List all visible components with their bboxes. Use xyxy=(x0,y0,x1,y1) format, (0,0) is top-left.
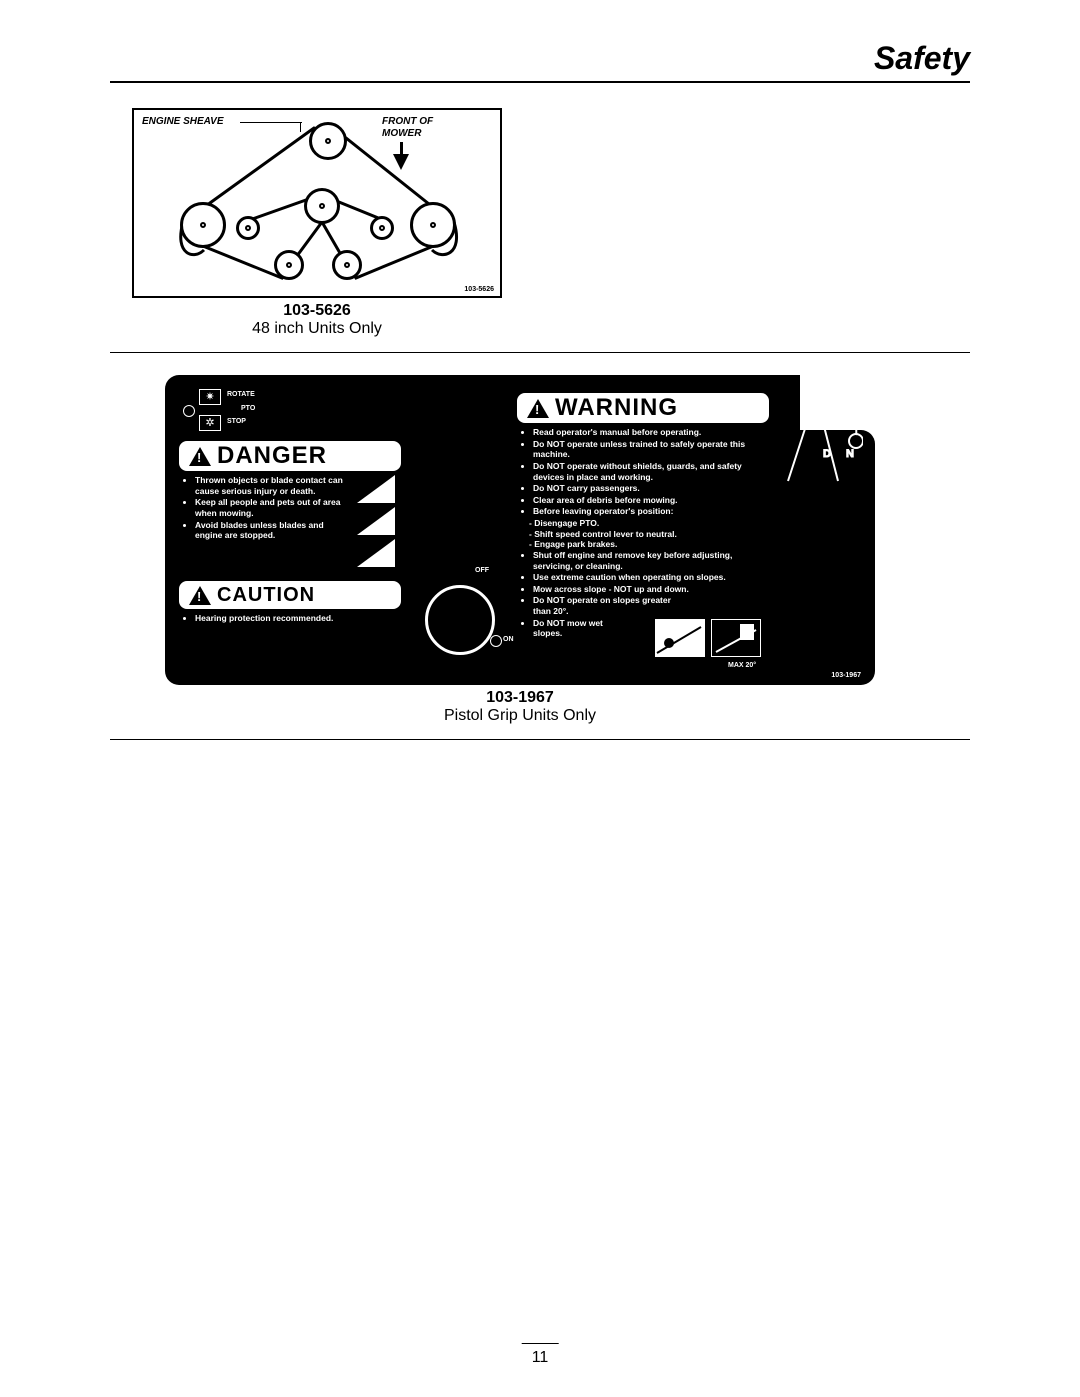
warning-sub: Disengage PTO. xyxy=(529,518,768,529)
page-number: 11 xyxy=(532,1349,549,1367)
separator xyxy=(110,352,970,353)
pulley-bottom-r xyxy=(332,250,362,280)
figure2-caption: 103-1967 Pistol Grip Units Only xyxy=(165,689,875,725)
belt-diagram-frame: ENGINE SHEAVE FRONT OF MOWER 103-5626 xyxy=(132,108,502,298)
separator xyxy=(110,739,970,740)
warning-triangle-icon xyxy=(527,399,549,418)
label-rotate: ROTATE xyxy=(227,391,255,398)
figure1-partno: 103-5626 xyxy=(132,302,502,320)
warning-bullet: Shut off engine and remove key before ad… xyxy=(533,550,768,571)
pto-switch-icon xyxy=(183,405,195,417)
warning-triangle-icon xyxy=(189,447,211,466)
pictogram-bystander-icon xyxy=(357,507,395,535)
figure-control-decal: ✷ ✲ ROTATE PTO STOP DANGER Thrown object… xyxy=(165,375,875,725)
pulley-idler-r xyxy=(370,216,394,240)
warning-bullet: Do NOT operate on slopes greater than 20… xyxy=(533,595,673,616)
caution-bullets: Hearing protection recommended. xyxy=(185,613,395,625)
warning-bullet: Do NOT operate unless trained to safely … xyxy=(533,439,768,460)
pictogram-blade-icon xyxy=(357,539,395,567)
warning-sub: Shift speed control lever to neutral. xyxy=(529,529,768,540)
decal-partno-corner: 103-5626 xyxy=(464,286,494,293)
warning-bullet: Do NOT mow wet slopes. xyxy=(533,618,633,639)
figure1-desc: 48 inch Units Only xyxy=(132,320,502,338)
warning-bullets: Read operator's manual before operating.… xyxy=(523,427,768,640)
control-panel-decal: ✷ ✲ ROTATE PTO STOP DANGER Thrown object… xyxy=(165,375,875,685)
pictogram-slope-cross-icon xyxy=(655,619,705,657)
danger-pictograms xyxy=(357,475,395,567)
warning-bullet: Use extreme caution when operating on sl… xyxy=(533,572,768,583)
pulley-idler-l xyxy=(236,216,260,240)
warning-bullet: Do NOT carry passengers. xyxy=(533,483,768,494)
slope-pictograms xyxy=(655,619,761,657)
warning-bullet: Mow across slope - NOT up and down. xyxy=(533,584,768,595)
pulley-bottom-l xyxy=(274,250,304,280)
danger-title-box: DANGER xyxy=(179,441,401,471)
danger-bullet: Thrown objects or blade contact can caus… xyxy=(195,475,345,496)
pulley-spindle-l xyxy=(180,202,226,248)
lever-n-lock: N xyxy=(840,401,846,410)
warning-bullet: Do NOT operate without shields, guards, … xyxy=(533,461,768,482)
warning-bullet: Read operator's manual before operating. xyxy=(533,427,768,438)
lever-n: N xyxy=(846,448,854,460)
danger-bullet: Avoid blades unless blades and engine ar… xyxy=(195,520,345,541)
warning-sub: Engage park brakes. xyxy=(529,539,768,550)
caution-bullet: Hearing protection recommended. xyxy=(195,613,395,624)
pulley-center xyxy=(304,188,340,224)
pictogram-thrown-object-icon xyxy=(357,475,395,503)
figure2-partno: 103-1967 xyxy=(165,689,875,707)
label-max20: MAX 20° xyxy=(725,661,759,670)
warning-bullet: Clear area of debris before mowing. xyxy=(533,495,768,506)
label-off: OFF xyxy=(475,567,489,574)
label-on: ON xyxy=(503,636,514,643)
figure-belt-routing: ENGINE SHEAVE FRONT OF MOWER 103-5626 10… xyxy=(132,108,502,338)
warning-bullet: Before leaving operator's position: xyxy=(533,506,768,517)
warning-title: WARNING xyxy=(555,394,678,422)
ignition-on-icon xyxy=(490,635,502,647)
danger-bullet: Keep all people and pets out of area whe… xyxy=(195,497,345,518)
figure1-caption: 103-5626 48 inch Units Only xyxy=(132,302,502,338)
pulley-spindle-r xyxy=(410,202,456,248)
danger-bullets: Thrown objects or blade contact can caus… xyxy=(185,475,345,542)
lever-diagram: N D N xyxy=(768,381,863,491)
pictogram-slope-updown-icon xyxy=(711,619,761,657)
warning-triangle-icon xyxy=(189,586,211,605)
lever-d: D xyxy=(823,448,831,460)
pulley-engine xyxy=(309,122,347,160)
figure2-desc: Pistol Grip Units Only xyxy=(165,707,875,725)
warning-title-box: WARNING xyxy=(517,393,769,423)
caution-title: CAUTION xyxy=(217,584,315,607)
decal2-partno-corner: 103-1967 xyxy=(831,672,861,679)
pto-stop-icon: ✲ xyxy=(199,415,221,431)
ignition-knob xyxy=(425,585,495,655)
pto-rotate-icon: ✷ xyxy=(199,389,221,405)
danger-title: DANGER xyxy=(217,442,327,470)
warning-sub-bullets: Disengage PTO. Shift speed control lever… xyxy=(529,518,768,550)
label-pto: PTO xyxy=(241,405,255,412)
page-header: Safety xyxy=(110,40,970,83)
header-title: Safety xyxy=(110,40,970,77)
label-stop: STOP xyxy=(227,418,246,425)
caution-title-box: CAUTION xyxy=(179,581,401,609)
